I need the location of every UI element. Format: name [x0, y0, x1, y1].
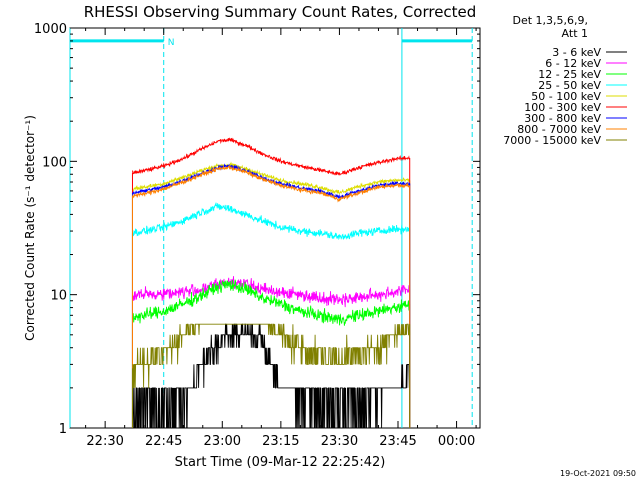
- axis-layer: 22:30 22:45 23:00 23:15 23:30 23:45 00:00 1 10 10…: [34, 22, 480, 449]
- x-tick-label: 23:00: [204, 434, 241, 449]
- x-tick-label: 22:30: [86, 434, 123, 449]
- legend-label: 3 - 6 keV: [552, 46, 601, 59]
- y-tick-label: 10: [50, 289, 67, 304]
- series-trace: [132, 323, 411, 429]
- x-tick-label: 23:45: [379, 434, 416, 449]
- series-9: [131, 323, 411, 428]
- attenuator-marker: N: [168, 38, 175, 48]
- x-tick-label: 00:00: [438, 434, 475, 449]
- chart-title: RHESSI Observing Summary Count Rates, Co…: [84, 3, 477, 21]
- legend-header: Att 1: [562, 27, 588, 40]
- series-trace: [132, 202, 411, 241]
- series-trace: [132, 323, 411, 388]
- series-trace: [132, 161, 410, 195]
- series-trace: [132, 279, 411, 326]
- x-tick-label: 22:45: [145, 434, 182, 449]
- x-axis-label: Start Time (09-Mar-12 22:25:42): [175, 455, 386, 470]
- y-axis-label: Corrected Count Rate (s⁻¹ detector⁻¹): [23, 115, 37, 341]
- generation-timestamp: 19-Oct-2021 09:50: [560, 469, 636, 478]
- series-trace: [132, 137, 410, 176]
- legend-label: 25 - 50 keV: [538, 79, 601, 92]
- legend-label: 300 - 800 keV: [524, 112, 601, 125]
- legend-label: 800 - 7000 keV: [517, 123, 601, 136]
- x-tick-label: 23:30: [321, 434, 358, 449]
- y-tick-label: 100: [42, 155, 67, 170]
- series-layer: [131, 137, 411, 429]
- series-trace: [132, 163, 411, 200]
- legend-label: 12 - 25 keV: [538, 68, 601, 81]
- legend-label: 100 - 300 keV: [524, 101, 601, 114]
- legend-label: 7000 - 15000 keV: [503, 134, 601, 147]
- y-tick-label: 1: [59, 422, 67, 437]
- x-tick-label: 23:15: [262, 434, 299, 449]
- legend-label: 6 - 12 keV: [545, 57, 601, 70]
- legend-header: Det 1,3,5,6,9,: [512, 14, 588, 27]
- y-tick-label: 1000: [34, 22, 67, 37]
- annotation-layer: N: [69, 28, 473, 428]
- series-trace: [132, 276, 411, 308]
- series-trace: [132, 165, 411, 203]
- legend-label: 50 - 100 keV: [531, 90, 601, 103]
